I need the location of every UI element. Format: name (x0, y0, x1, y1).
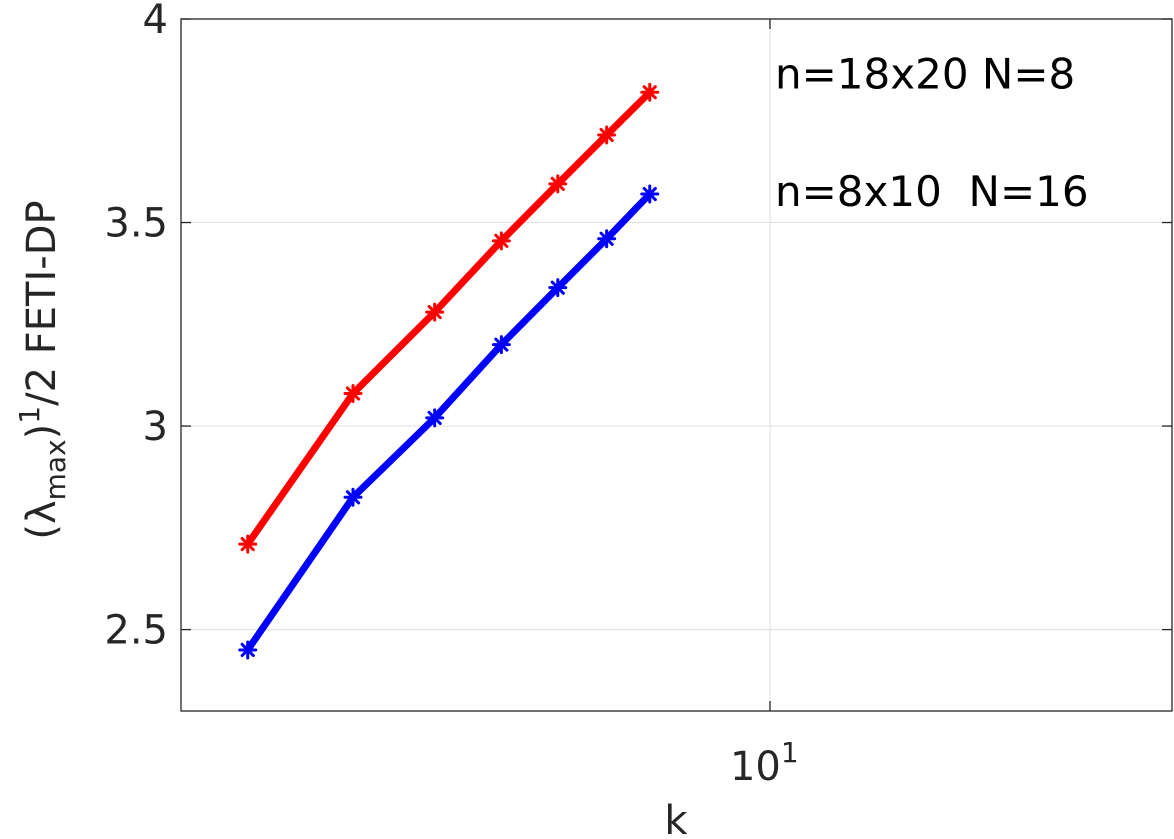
data-point (343, 487, 363, 507)
data-point (640, 82, 660, 102)
series-line-1 (244, 88, 654, 548)
y-tick-label: 3.5 (104, 201, 168, 247)
data-point (238, 640, 258, 660)
data-point (491, 335, 511, 355)
y-label-superscript: 1 (13, 406, 46, 424)
y-tick-label: 4 (143, 0, 168, 43)
x-axis-label: k (664, 798, 688, 839)
data-point (425, 302, 445, 322)
data-point (238, 534, 258, 554)
data-point (343, 383, 363, 403)
x-tick-label: 101 (730, 736, 799, 790)
data-point (548, 174, 568, 194)
y-axis-label: (λmax)1/2 FETI-DP (13, 200, 72, 539)
data-point (548, 278, 568, 298)
legend: n=18x20 N=8 n=8x10 N=16 (775, 49, 1089, 216)
grid-lines (181, 18, 1172, 711)
axis-ticks: 2.5 3 3.5 4 101 (104, 0, 1172, 790)
y-label-close: ) (19, 424, 65, 440)
data-series (238, 82, 660, 660)
series-line-2 (244, 190, 654, 654)
data-point (597, 229, 617, 249)
y-label-suffix: /2 FETI-DP (19, 200, 65, 406)
y-label-prefix: (λ (19, 500, 65, 539)
data-point (640, 184, 660, 204)
data-point (597, 125, 617, 145)
y-tick-label: 3 (143, 404, 168, 450)
y-label-subscript: max (39, 439, 72, 500)
plot-area-frame (180, 18, 1173, 712)
data-point (425, 408, 445, 428)
legend-entry-2: n=8x10 N=16 (775, 167, 1089, 216)
legend-entry-1: n=18x20 N=8 (775, 49, 1075, 98)
y-tick-label: 2.5 (104, 608, 168, 654)
data-point (491, 231, 511, 251)
